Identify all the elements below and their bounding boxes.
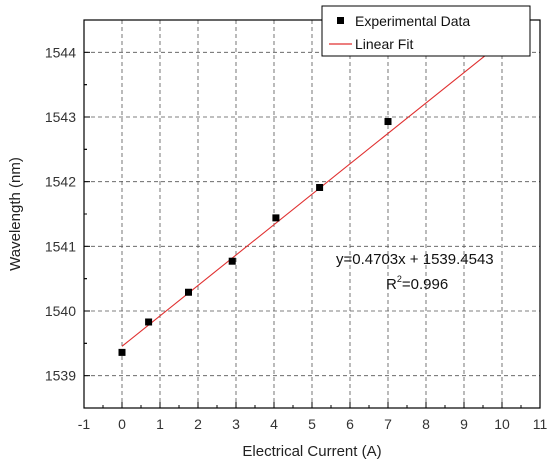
legend: Experimental Data Linear Fit (321, 5, 531, 57)
r-squared-value: =0.996 (402, 276, 448, 293)
r-squared-prefix: R (386, 276, 397, 293)
y-tick-label: 1539 (45, 368, 76, 384)
legend-label-experimental: Experimental Data (355, 13, 470, 29)
x-tick-label: 6 (346, 416, 354, 432)
x-tick-label: 11 (533, 416, 548, 432)
y-tick-label: 1540 (45, 303, 76, 319)
x-tick-label: 9 (460, 416, 468, 432)
x-tick-label: 5 (308, 416, 316, 432)
y-axis: 1539 1540 1541 1542 1543 1544 (45, 44, 90, 384)
x-tick-label: 2 (194, 416, 202, 432)
data-point (316, 183, 324, 191)
y-tick-label: 1541 (45, 238, 76, 254)
x-axis: -1 0 1 2 3 4 5 6 7 8 9 10 11 (78, 402, 548, 432)
legend-label-linear-fit: Linear Fit (355, 36, 413, 52)
legend-marker-experimental (337, 17, 344, 24)
x-tick-label: 0 (118, 416, 126, 432)
x-tick-label: 7 (384, 416, 392, 432)
data-point (272, 214, 280, 222)
y-tick-label: 1543 (45, 109, 76, 125)
x-tick-label: 10 (494, 416, 510, 432)
data-point (185, 288, 192, 296)
x-tick-label: 1 (156, 416, 164, 432)
r-squared-label: R2=0.996 (386, 274, 448, 293)
y-tick-label: 1544 (45, 44, 76, 60)
y-tick-label: 1542 (45, 174, 76, 190)
x-tick-label: 4 (270, 416, 278, 432)
x-tick-label: 8 (422, 416, 430, 432)
legend-box (321, 5, 531, 57)
grid (84, 20, 540, 408)
x-tick-label: 3 (232, 416, 240, 432)
data-point (228, 257, 236, 265)
x-tick-label: -1 (78, 416, 91, 432)
data-point (145, 318, 153, 326)
x-axis-title: Electrical Current (A) (242, 443, 381, 460)
data-point (384, 118, 392, 126)
data-point (118, 348, 126, 356)
y-axis-title: Wavelength (nm) (7, 157, 24, 271)
r-squared-superscript: 2 (397, 274, 402, 284)
fit-equation: y=0.4703x + 1539.4543 (336, 251, 494, 268)
